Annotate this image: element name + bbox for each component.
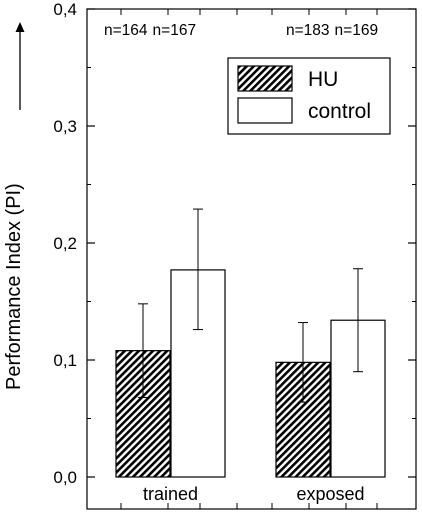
axis-ticks: 0,0 0,1 0,2 0,3 0,4 xyxy=(53,0,416,509)
sample-size-hu: n=183 xyxy=(286,22,330,39)
category-label-trained: trained xyxy=(143,484,198,504)
sample-size-control: n=167 xyxy=(153,22,197,39)
sample-size-hu: n=164 xyxy=(104,22,148,39)
bars-group xyxy=(115,269,386,478)
sample-size-labels: n=164 n=167 n=183 n=169 xyxy=(104,22,378,39)
y-axis-title: Performance Index (PI) xyxy=(3,22,25,390)
legend-label-control: control xyxy=(308,100,371,123)
y-axis-arrow-head xyxy=(15,22,25,32)
category-labels: trained exposed xyxy=(143,484,365,504)
sample-size-label: n=164 n=167 xyxy=(104,22,196,39)
y-tick-label: 0,3 xyxy=(53,117,77,136)
y-tick-label: 0,0 xyxy=(53,468,77,487)
y-tick-label: 0,2 xyxy=(53,234,77,253)
legend-swatch-hu xyxy=(237,65,293,92)
y-tick-label: 0,1 xyxy=(53,351,77,370)
legend-label-hu: HU xyxy=(308,68,338,91)
y-axis-label: Performance Index (PI) xyxy=(3,183,25,390)
y-tick-label: 0,4 xyxy=(53,0,77,19)
legend: HU control xyxy=(227,57,391,135)
error-bars-group xyxy=(138,208,363,403)
legend-swatch-control xyxy=(237,97,293,124)
category-label-exposed: exposed xyxy=(296,484,364,504)
sample-size-label: n=183 n=169 xyxy=(286,22,378,39)
plot-area xyxy=(86,8,417,510)
sample-size-control: n=169 xyxy=(335,22,379,39)
